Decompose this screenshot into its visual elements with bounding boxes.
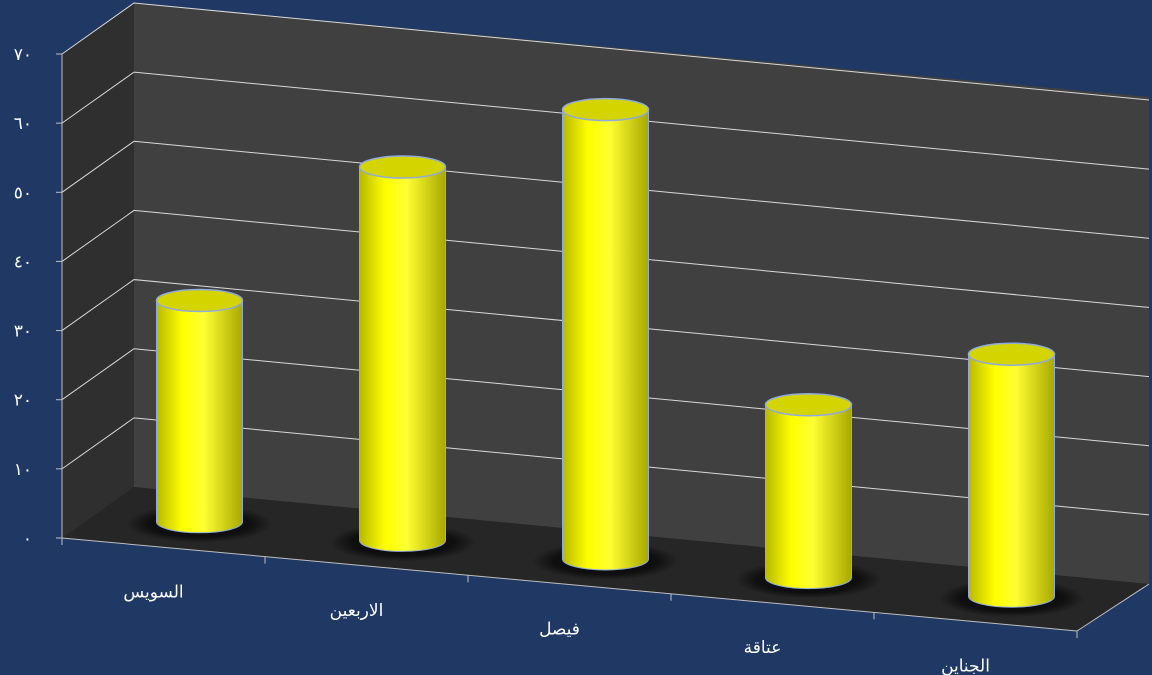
- gridline: [61, 71, 1150, 170]
- x-tick-label: فيصل: [539, 620, 580, 640]
- gridline: [61, 209, 1150, 308]
- bar-body: [156, 300, 243, 534]
- y-tick-label: ٣٠: [14, 322, 32, 342]
- x-tick-label: الاربعين: [330, 601, 384, 621]
- y-tick-label: ٧٠: [14, 45, 32, 65]
- bar-body: [359, 166, 446, 552]
- x-tick-label: عتاقة: [744, 638, 782, 658]
- y-tick-label: ٥٠: [14, 183, 32, 203]
- bar-السويس: [126, 288, 273, 543]
- gridline: [61, 279, 1150, 378]
- y-tick-label: ١٠: [14, 460, 32, 480]
- bar-عتاقة: [735, 392, 882, 599]
- y-tick-label: ٦٠: [14, 114, 32, 134]
- gridline: [61, 2, 1150, 101]
- bar-body: [968, 353, 1055, 608]
- bar-فيصل: [532, 97, 679, 580]
- x-tick-label: الجناين: [941, 657, 990, 675]
- side-wall: [62, 3, 134, 538]
- bar-top: [561, 97, 650, 122]
- gridline: [61, 140, 1150, 239]
- bar-top: [155, 288, 244, 313]
- x-axis-line: [61, 537, 1078, 632]
- bar-top: [764, 392, 853, 417]
- bar-body: [765, 404, 852, 590]
- bar-الجناين: [938, 342, 1085, 618]
- bar-top: [967, 342, 1056, 366]
- bar-body: [562, 109, 649, 571]
- y-tick-label: ٢٠: [14, 391, 32, 411]
- floor-edge: [1076, 583, 1150, 632]
- x-tick-label: السويس: [123, 582, 183, 602]
- y-tick-label: ٠: [23, 529, 32, 549]
- y-tick-label: ٤٠: [14, 252, 32, 272]
- bar-top: [358, 155, 447, 179]
- bar-الاربعين: [329, 155, 476, 562]
